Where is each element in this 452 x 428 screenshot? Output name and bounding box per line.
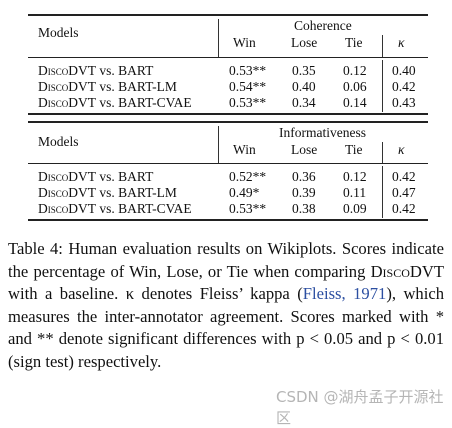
lose-value: 0.36 <box>292 169 316 185</box>
kappa-divider <box>382 60 383 112</box>
tie-value: 0.11 <box>343 185 366 201</box>
header-rule <box>28 163 428 164</box>
win-value: 0.53** <box>229 63 266 79</box>
tie-value: 0.06 <box>343 79 367 95</box>
models-header: Models <box>38 134 79 150</box>
watermark: CSDN @湖舟孟子开源社区 <box>276 386 452 428</box>
kappa-value: 0.43 <box>392 95 416 111</box>
win-value: 0.53** <box>229 201 266 217</box>
baseline-name: vs. BART <box>99 169 153 184</box>
table-top-rule <box>28 14 428 16</box>
models-header: Models <box>38 25 79 41</box>
tie-value: 0.12 <box>343 169 367 185</box>
col-tie: Tie <box>345 142 363 158</box>
method-name: DiscoDVT <box>38 63 96 78</box>
baseline-name: vs. BART-LM <box>99 79 176 94</box>
column-divider <box>218 126 219 164</box>
col-kappa: κ <box>398 142 404 158</box>
kappa-value: 0.47 <box>392 185 416 201</box>
col-tie: Tie <box>345 35 363 51</box>
column-divider <box>218 19 219 57</box>
win-value: 0.49* <box>229 185 259 201</box>
tie-value: 0.09 <box>343 201 367 217</box>
citation-link[interactable]: Fleiss, 1971 <box>303 284 387 303</box>
col-lose: Lose <box>291 142 317 158</box>
table-caption: Table 4: Human evaluation results on Wik… <box>8 238 444 373</box>
kappa-divider <box>382 35 383 57</box>
lose-value: 0.40 <box>292 79 316 95</box>
baseline-name: vs. BART <box>99 63 153 78</box>
kappa-value: 0.42 <box>392 79 416 95</box>
kappa-value: 0.42 <box>392 169 416 185</box>
baseline-name: vs. BART-CVAE <box>99 201 191 216</box>
win-value: 0.52** <box>229 169 266 185</box>
baseline-name: vs. BART-LM <box>99 185 176 200</box>
group-header: Coherence <box>294 18 352 34</box>
kappa-divider <box>382 166 383 218</box>
method-name: DiscoDVT <box>38 201 96 216</box>
caption-method-name: DiscoDVT <box>371 262 444 281</box>
col-win: Win <box>233 35 256 51</box>
col-win: Win <box>233 142 256 158</box>
lose-value: 0.34 <box>292 95 316 111</box>
method-name: DiscoDVT <box>38 95 96 110</box>
coherence-table: Models Coherence Win Lose Tie κ DiscoDVT… <box>28 14 428 114</box>
kappa-divider <box>382 142 383 164</box>
kappa-value: 0.40 <box>392 63 416 79</box>
table-bottom-rule <box>28 113 428 115</box>
caption-text: with a baseline. κ denotes Fleiss’ kappa… <box>8 284 303 303</box>
table-bottom-rule <box>28 219 428 221</box>
lose-value: 0.38 <box>292 201 316 217</box>
method-name: DiscoDVT <box>38 79 96 94</box>
baseline-name: vs. BART-CVAE <box>99 95 191 110</box>
col-lose: Lose <box>291 35 317 51</box>
group-header: Informativeness <box>279 125 366 141</box>
col-kappa: κ <box>398 35 404 51</box>
table-top-rule <box>28 121 428 123</box>
informativeness-table: Models Informativeness Win Lose Tie κ Di… <box>28 121 428 221</box>
tie-value: 0.12 <box>343 63 367 79</box>
win-value: 0.54** <box>229 79 266 95</box>
tie-value: 0.14 <box>343 95 367 111</box>
method-name: DiscoDVT <box>38 185 96 200</box>
win-value: 0.53** <box>229 95 266 111</box>
method-name: DiscoDVT <box>38 169 96 184</box>
lose-value: 0.39 <box>292 185 316 201</box>
header-rule <box>28 57 428 58</box>
lose-value: 0.35 <box>292 63 316 79</box>
kappa-value: 0.42 <box>392 201 416 217</box>
